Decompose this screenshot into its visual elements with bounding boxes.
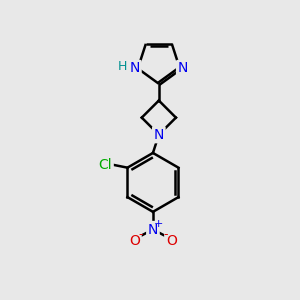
Text: O: O <box>166 234 177 248</box>
Text: H: H <box>118 60 127 73</box>
Text: Cl: Cl <box>98 158 112 172</box>
Text: -: - <box>163 228 168 241</box>
Text: -: - <box>138 228 143 241</box>
Text: O: O <box>129 234 140 248</box>
Text: N: N <box>148 223 158 236</box>
Text: N: N <box>130 61 140 76</box>
Text: N: N <box>154 128 164 142</box>
Text: +: + <box>154 219 163 229</box>
Text: N: N <box>178 61 188 76</box>
